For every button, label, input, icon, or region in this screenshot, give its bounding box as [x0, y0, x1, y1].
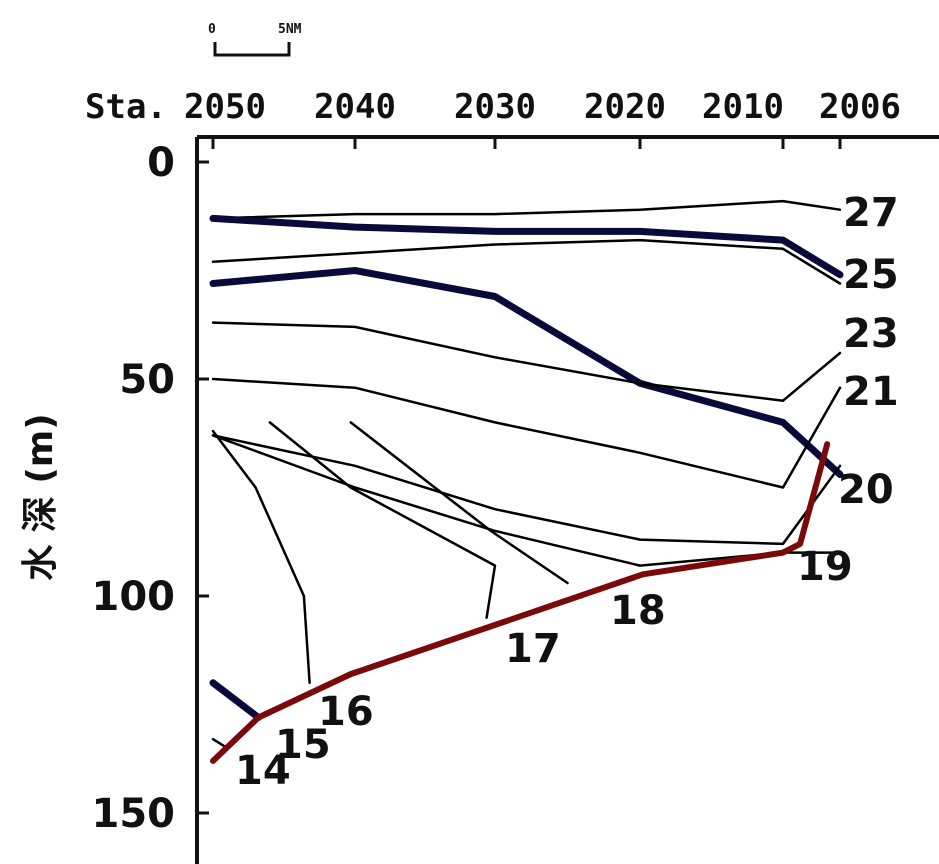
contour-label-27: 27: [843, 190, 899, 236]
x-axis-prefix-group: Sta.: [85, 87, 167, 127]
contour-label-25: 25: [843, 252, 899, 298]
contour-line-18: [349, 421, 569, 585]
contour-line-17: [268, 421, 497, 619]
x-tick-label: 2030: [454, 87, 536, 127]
contour-line-21: [211, 377, 842, 489]
x-tick-label: 2040: [314, 87, 396, 127]
bottom-profile-line: [210, 441, 831, 764]
y-tick-label: 100: [92, 574, 176, 620]
y-tick-label: 150: [92, 791, 176, 837]
contour-line-19: [211, 434, 842, 567]
contour-label-15: 15: [275, 722, 331, 768]
contour-label-21: 21: [843, 369, 899, 415]
contour-label-14: 14: [235, 748, 291, 794]
contour-label-20: 20: [838, 467, 894, 513]
contour-label-17: 17: [505, 626, 561, 672]
contour-line-23: [211, 321, 842, 402]
contour-label-23: 23: [843, 311, 899, 357]
scale-bar-line: [213, 42, 291, 57]
contour-label-19: 19: [797, 544, 853, 590]
scale-bar-start-label: 0: [208, 22, 216, 37]
contour-line-15: [209, 679, 262, 721]
contour-line-20: [211, 434, 842, 546]
scale-bar: 0 5NM: [208, 22, 302, 57]
scale-bar-end-label: 5NM: [278, 22, 302, 37]
svg-text:水 深 (m): 水 深 (m): [20, 413, 61, 581]
y-tick-label: 0: [147, 140, 175, 186]
contour-line-24: [209, 267, 844, 478]
contour-line-16: [211, 429, 311, 685]
contour-line-27: [211, 199, 842, 220]
x-tick-label: 2020: [584, 87, 666, 127]
contour-line-25: [211, 238, 842, 285]
x-tick-label: 2050: [184, 87, 266, 127]
contour-label-16: 16: [318, 689, 374, 735]
contour-line-26: [209, 214, 844, 279]
x-tick-label: 2006: [819, 87, 901, 127]
y-axis-title: 水 深 (m): [20, 413, 61, 581]
x-axis-prefix: Sta.: [85, 87, 167, 127]
contour-label-18: 18: [610, 588, 666, 634]
x-tick-label: 2010: [702, 87, 784, 127]
y-tick-label: 50: [119, 357, 175, 403]
